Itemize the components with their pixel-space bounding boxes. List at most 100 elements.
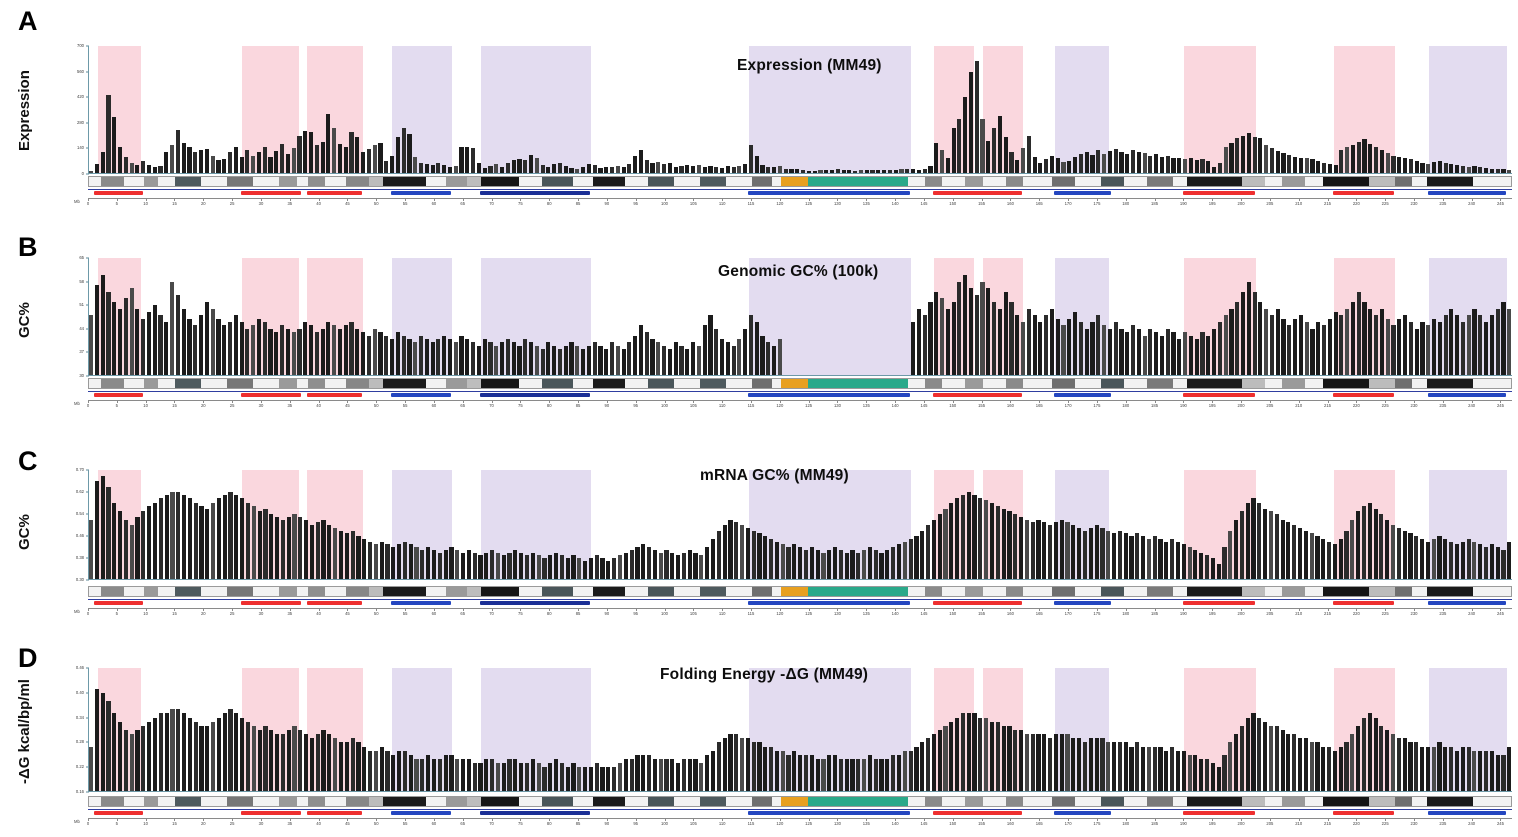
bar: [1454, 750, 1460, 792]
region-annotation-bar[interactable]: [480, 811, 590, 815]
region-annotation-bar[interactable]: [93, 191, 143, 195]
chromosome-ideogram[interactable]: [88, 586, 1512, 597]
chromosome-ideogram[interactable]: [88, 378, 1512, 389]
region-annotation-bar[interactable]: [390, 601, 452, 605]
region-annotation-bar[interactable]: [240, 393, 302, 397]
region-annotation-bar[interactable]: [1333, 393, 1394, 397]
region-annotation-bar[interactable]: [1053, 191, 1112, 195]
region-annotation-bar[interactable]: [307, 601, 362, 605]
region-annotation-bar[interactable]: [748, 811, 910, 815]
region-annotation-bar[interactable]: [307, 811, 362, 815]
bar: [1055, 157, 1060, 174]
bar: [1327, 746, 1332, 792]
highlight-band-purple: [481, 46, 591, 174]
plot-area-a: 0 140 280 420 560 700: [60, 43, 1512, 176]
region-annotation-bar[interactable]: [1333, 811, 1394, 815]
region-annotation-bar[interactable]: [932, 191, 1022, 195]
region-annotation-bar[interactable]: [390, 811, 452, 815]
x-tick-mark: [491, 818, 493, 821]
bar: [1478, 544, 1483, 580]
cytoband: [726, 797, 752, 806]
region-annotation-bar[interactable]: [307, 191, 362, 195]
bar: [1507, 746, 1512, 792]
qarm-block-marker: [808, 797, 908, 806]
bar: [583, 560, 588, 580]
region-annotation-bar[interactable]: [1183, 191, 1256, 195]
bar: [524, 555, 530, 580]
bar: [391, 754, 396, 792]
region-annotation-bar[interactable]: [1053, 393, 1112, 397]
region-annotation-bar[interactable]: [240, 601, 302, 605]
cytoband: [1322, 587, 1369, 596]
region-annotation-bar[interactable]: [932, 393, 1022, 397]
bar: [216, 318, 221, 376]
region-annotation-bar[interactable]: [748, 191, 910, 195]
cytoband: [942, 797, 966, 806]
region-annotation-bar[interactable]: [480, 393, 590, 397]
x-tick-mark: [260, 818, 262, 821]
bar: [505, 338, 510, 376]
bar: [1379, 725, 1384, 792]
region-annotation-bar[interactable]: [1053, 601, 1112, 605]
region-annotation-bar[interactable]: [1428, 601, 1507, 605]
region-annotation-bar[interactable]: [748, 393, 910, 397]
region-annotation-bar[interactable]: [240, 811, 302, 815]
region-annotation-bar[interactable]: [932, 811, 1022, 815]
y-tick-mark: [86, 469, 89, 471]
bar: [152, 305, 157, 376]
x-tick-mark: [1471, 818, 1473, 821]
region-annotation-bar[interactable]: [1428, 811, 1507, 815]
x-tick-label: 25: [229, 201, 235, 206]
cytoband: [751, 177, 773, 186]
region-annotation-bar[interactable]: [1428, 191, 1507, 195]
bar: [1396, 738, 1401, 792]
bar: [916, 169, 921, 174]
region-annotation-bar[interactable]: [1183, 393, 1256, 397]
region-annotation-bar[interactable]: [93, 811, 143, 815]
bar: [1059, 734, 1064, 792]
x-tick-label: 235: [1439, 201, 1447, 206]
bar: [378, 332, 383, 376]
region-annotation-bar[interactable]: [93, 601, 143, 605]
region-annotation-bar[interactable]: [480, 191, 590, 195]
region-annotation-bar[interactable]: [480, 601, 590, 605]
region-annotation-bar[interactable]: [748, 601, 910, 605]
region-annotation-bar[interactable]: [390, 191, 452, 195]
region-annotation-bar[interactable]: [390, 393, 452, 397]
region-annotation-bar[interactable]: [1333, 601, 1394, 605]
region-annotation-bar[interactable]: [1183, 601, 1256, 605]
bar: [1495, 308, 1500, 376]
chart-canvas-a: [88, 46, 1512, 174]
chromosome-ideogram[interactable]: [88, 176, 1512, 187]
region-annotation-bar[interactable]: [93, 393, 143, 397]
bar: [123, 519, 129, 580]
bar: [1385, 519, 1390, 580]
region-annotation-bar[interactable]: [307, 393, 362, 397]
region-annotation-bar[interactable]: [1183, 811, 1256, 815]
bar: [858, 170, 864, 174]
region-annotation-bar[interactable]: [1428, 393, 1507, 397]
bar: [577, 558, 582, 580]
cytoband: [446, 797, 467, 806]
x-tick-mark: [1356, 198, 1358, 201]
chromosome-ideogram[interactable]: [88, 796, 1512, 807]
cytoband: [751, 587, 773, 596]
bar: [1094, 525, 1099, 580]
region-annotation-bar[interactable]: [1053, 811, 1112, 815]
region-annotation-bar[interactable]: [1333, 191, 1394, 195]
region-annotation-bar[interactable]: [240, 191, 302, 195]
bar: [187, 497, 192, 580]
bar: [1449, 746, 1454, 792]
x-tick-mark: [174, 400, 176, 403]
x-tick-mark: [116, 608, 118, 611]
bar: [1425, 746, 1430, 792]
bar: [390, 156, 395, 174]
cytoband: [383, 797, 427, 806]
x-tick-mark: [1039, 818, 1041, 821]
region-annotation-bar[interactable]: [932, 601, 1022, 605]
bar: [974, 295, 979, 376]
bar: [966, 713, 971, 792]
x-tick-label: 45: [345, 403, 350, 408]
bar: [650, 163, 655, 174]
bar: [356, 536, 361, 580]
